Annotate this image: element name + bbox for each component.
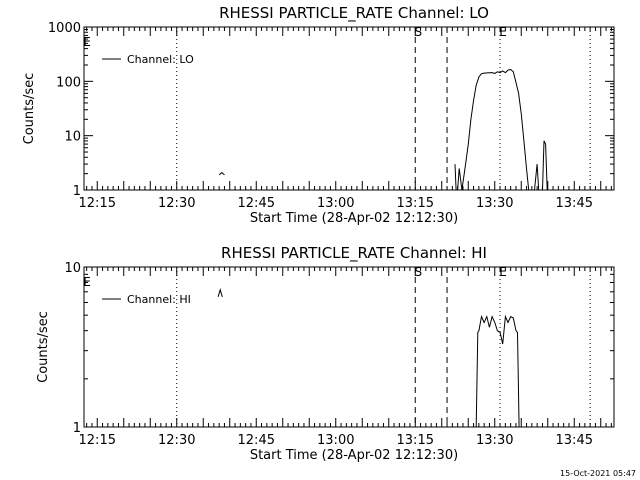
y-axis-label: Counts/sec xyxy=(36,311,51,383)
data-series xyxy=(219,70,547,191)
x-tick-label: 12:45 xyxy=(238,196,275,211)
corner-label: E xyxy=(83,275,91,289)
event-label: E xyxy=(499,265,507,279)
series-segment xyxy=(462,70,529,191)
y-tick-label: 10 xyxy=(64,261,81,276)
event-label: S xyxy=(414,25,422,39)
x-tick-label: 13:15 xyxy=(397,433,434,448)
event-label: E xyxy=(499,25,507,39)
series-segment xyxy=(476,317,519,427)
event-label: S xyxy=(414,265,422,279)
x-tick-label: 12:30 xyxy=(158,196,195,211)
x-tick-label: 12:30 xyxy=(158,433,195,448)
x-axis-label: Start Time (28-Apr-02 12:12:30) xyxy=(250,448,458,463)
data-series xyxy=(218,290,519,427)
x-axis-label: Start Time (28-Apr-02 12:12:30) xyxy=(250,211,458,226)
x-tick-label: 13:00 xyxy=(317,196,354,211)
x-tick-label: 13:00 xyxy=(317,433,354,448)
y-axis-label: Counts/sec xyxy=(22,73,37,145)
series-segment xyxy=(219,173,224,175)
timestamp-footer: 15-Oct-2021 05:47 xyxy=(560,469,636,478)
y-tick-label: 1000 xyxy=(48,21,81,36)
series-segment xyxy=(535,164,539,190)
chart-title: RHESSI PARTICLE_RATE Channel: LO xyxy=(219,4,489,23)
legend-label: Channel: LO xyxy=(127,53,194,66)
x-tick-label: 13:45 xyxy=(556,433,593,448)
chart-title: RHESSI PARTICLE_RATE Channel: HI xyxy=(221,244,487,263)
plot-frame xyxy=(83,26,615,191)
corner-label: E xyxy=(83,35,91,49)
legend-label: Channel: HI xyxy=(127,293,191,306)
x-tick-label: 13:45 xyxy=(556,196,593,211)
x-tick-label: 12:45 xyxy=(238,433,275,448)
x-tick-label: 13:15 xyxy=(397,196,434,211)
y-tick-label: 100 xyxy=(56,75,81,90)
x-tick-label: 13:30 xyxy=(476,433,513,448)
plot-frame xyxy=(83,266,615,428)
series-segment xyxy=(455,164,456,190)
y-tick-label: 1 xyxy=(73,184,81,199)
x-tick-label: 12:15 xyxy=(79,433,116,448)
series-segment xyxy=(543,141,548,190)
y-tick-label: 1 xyxy=(73,421,81,436)
x-tick-label: 12:15 xyxy=(79,196,116,211)
series-segment xyxy=(218,290,222,297)
x-tick-label: 13:30 xyxy=(476,196,513,211)
series-segment xyxy=(458,168,462,190)
y-tick-label: 10 xyxy=(64,130,81,145)
